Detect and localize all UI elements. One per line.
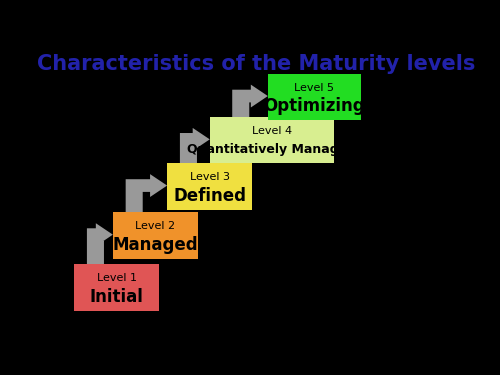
Text: Level 4: Level 4 xyxy=(252,126,292,136)
Text: Quantitatively Managed: Quantitatively Managed xyxy=(187,143,356,156)
Polygon shape xyxy=(126,174,167,213)
FancyBboxPatch shape xyxy=(167,164,252,210)
Text: Optimizing: Optimizing xyxy=(264,97,365,115)
Text: Managed: Managed xyxy=(112,236,198,254)
Polygon shape xyxy=(180,128,210,164)
Text: Level 3: Level 3 xyxy=(190,172,230,182)
Text: Initial: Initial xyxy=(90,288,144,306)
Text: Defined: Defined xyxy=(174,187,246,205)
FancyBboxPatch shape xyxy=(210,117,334,164)
Text: Characteristics of the Maturity levels: Characteristics of the Maturity levels xyxy=(37,54,476,74)
FancyBboxPatch shape xyxy=(268,74,361,120)
Polygon shape xyxy=(232,85,268,117)
Text: Level 2: Level 2 xyxy=(136,221,175,231)
FancyBboxPatch shape xyxy=(74,264,160,310)
Polygon shape xyxy=(87,223,113,264)
FancyBboxPatch shape xyxy=(113,213,198,259)
Text: Level 1: Level 1 xyxy=(97,273,137,283)
Text: Level 5: Level 5 xyxy=(294,83,335,93)
